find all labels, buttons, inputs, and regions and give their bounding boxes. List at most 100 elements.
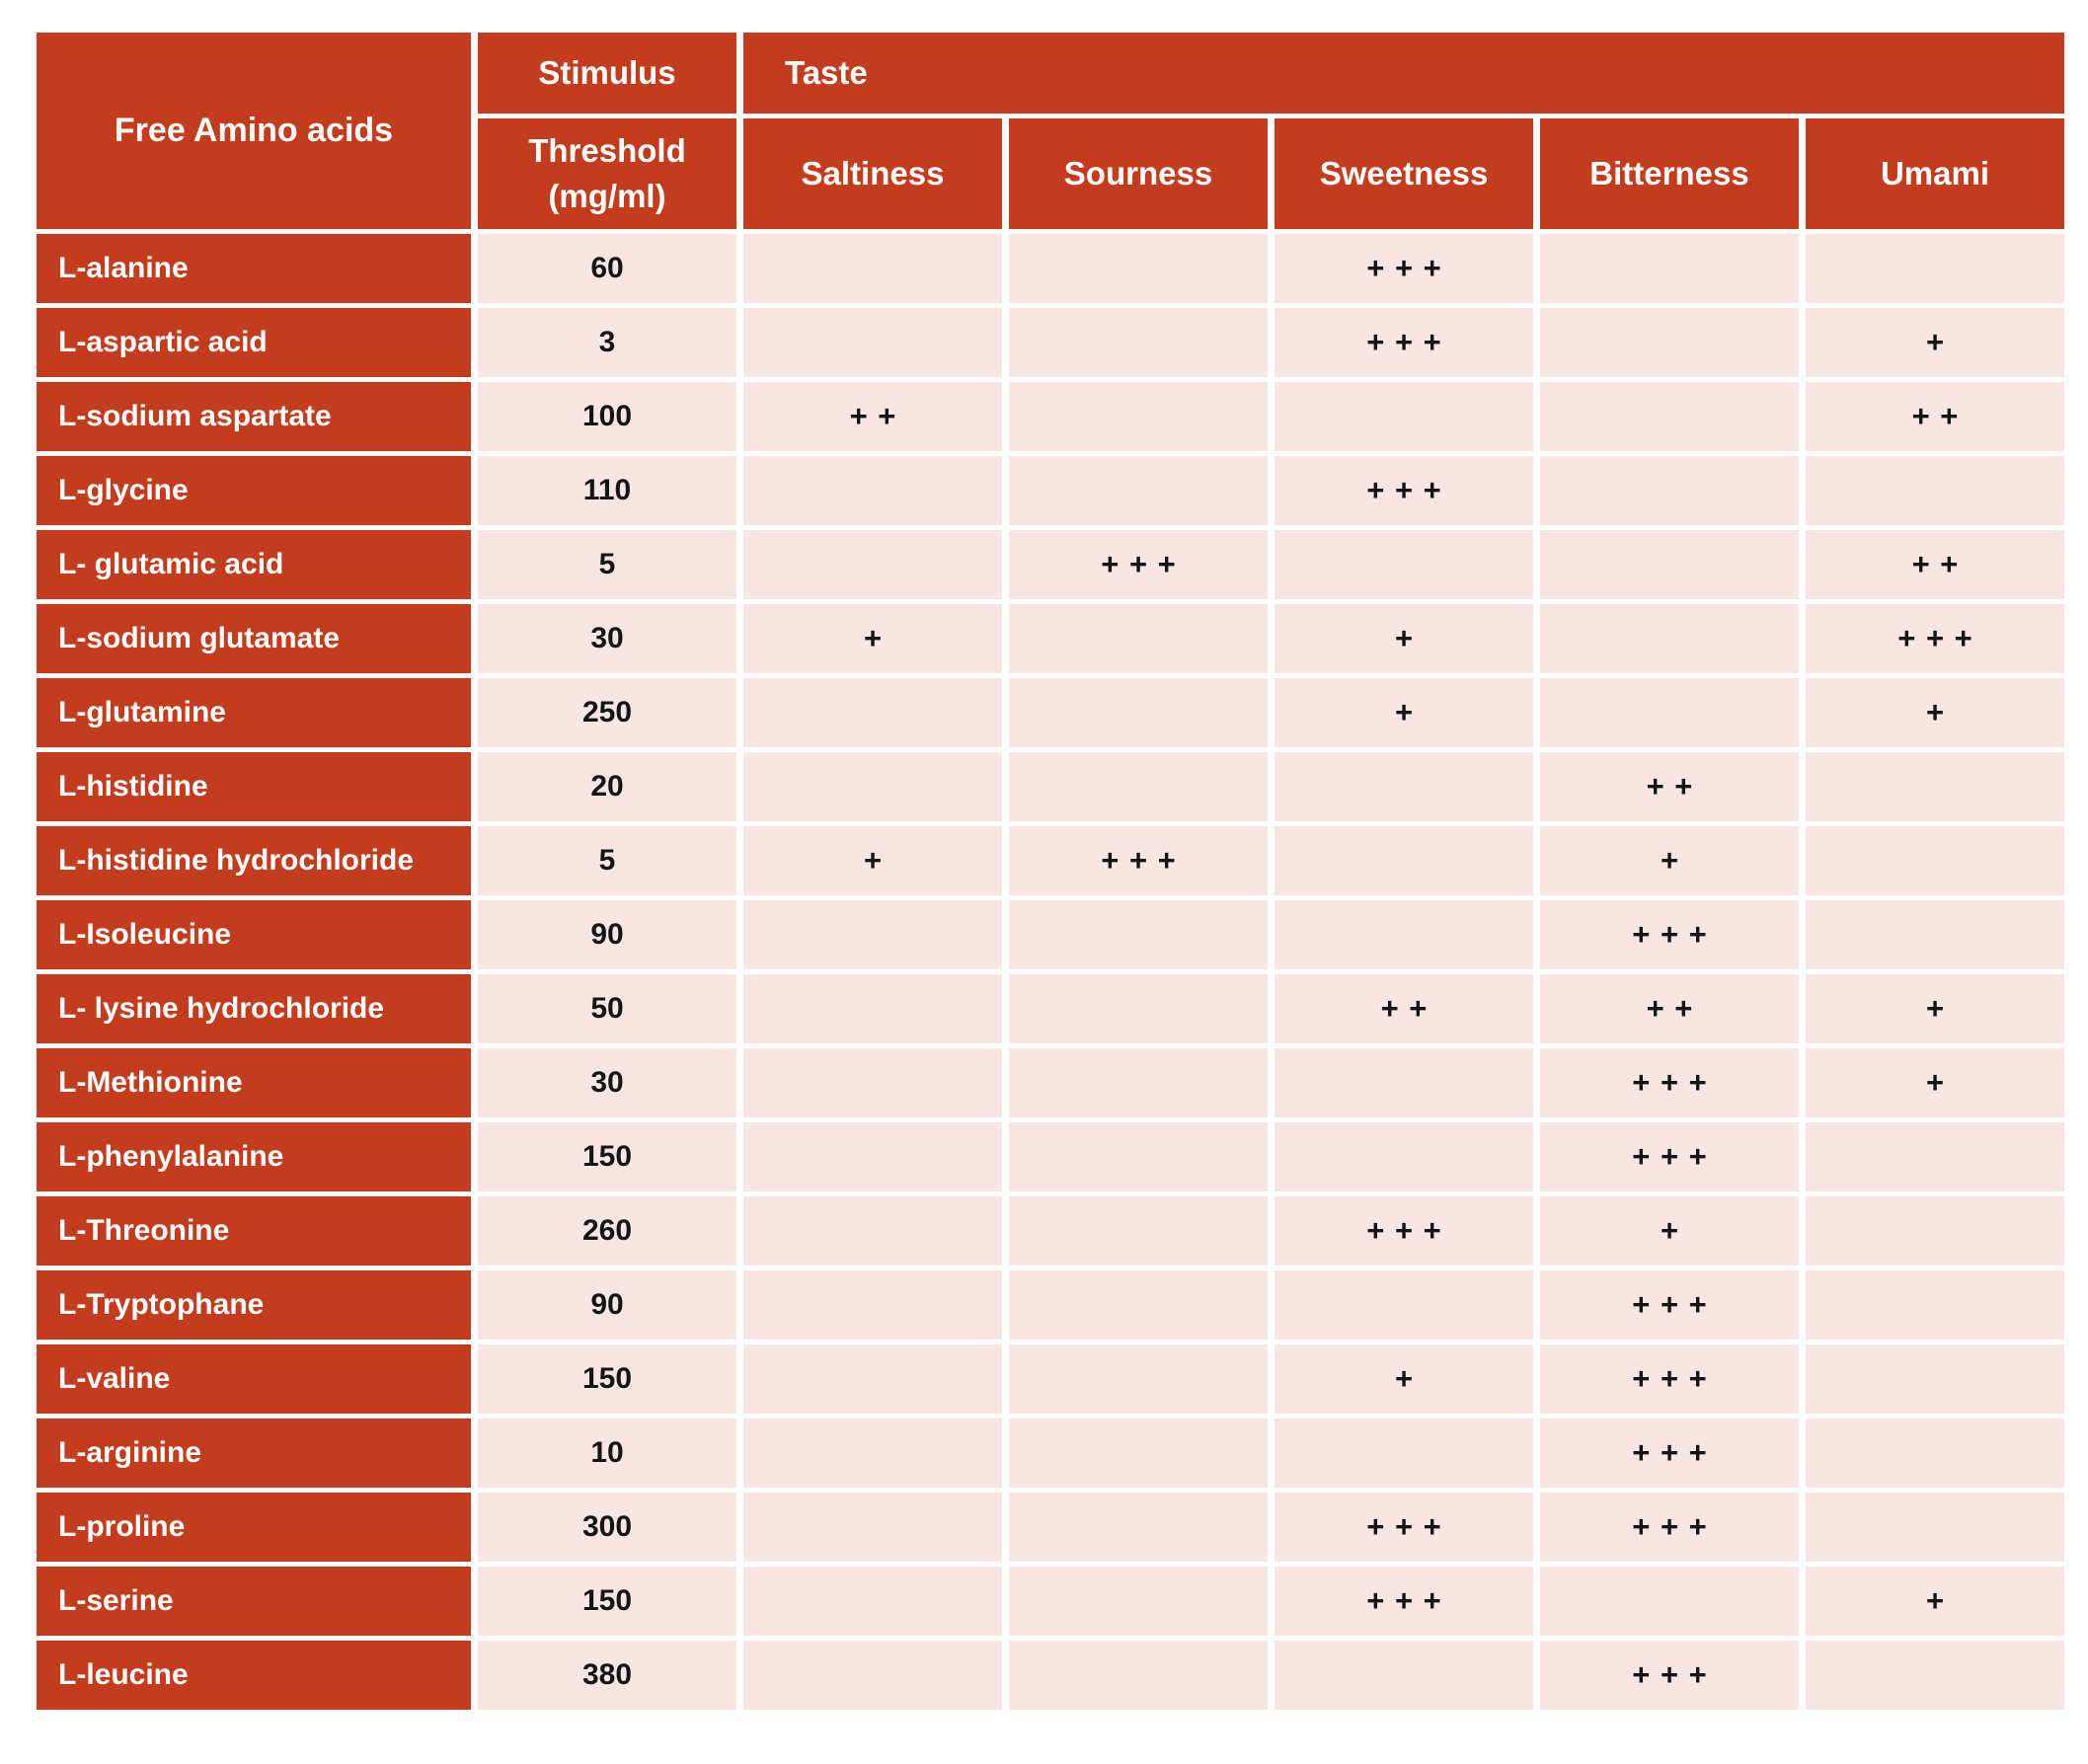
threshold-value: 20 — [478, 752, 736, 821]
saltiness-rating-cell: ++ — [743, 382, 1002, 451]
threshold-value: 150 — [478, 1567, 736, 1636]
table-row: L-alanine 60 +++ — [37, 234, 2064, 303]
umami-rating-cell: ++ — [1806, 382, 2064, 451]
bitterness-rating-cell: +++ — [1540, 1641, 1799, 1710]
saltiness-rating-cell — [743, 530, 1002, 599]
table-row: L-glycine 110 +++ — [37, 456, 2064, 525]
table-row: L-Threonine 260 +++ + — [37, 1196, 2064, 1265]
bitterness-rating-cell — [1540, 234, 1799, 303]
umami-rating-cell — [1806, 1122, 2064, 1191]
threshold-value: 30 — [478, 1048, 736, 1117]
table-row: L-histidine 20 ++ — [37, 752, 2064, 821]
bitterness-rating-cell: +++ — [1540, 900, 1799, 969]
amino-acid-name: L-sodium glutamate — [37, 604, 471, 673]
bitterness-rating-cell: +++ — [1540, 1493, 1799, 1562]
saltiness-rating-cell — [743, 974, 1002, 1043]
umami-rating-cell — [1806, 826, 2064, 895]
sweetness-rating-cell: +++ — [1275, 1493, 1533, 1562]
table-row: L-sodium glutamate 30 + + +++ — [37, 604, 2064, 673]
sourness-rating-cell — [1009, 308, 1268, 377]
saltiness-rating-cell — [743, 1270, 1002, 1340]
amino-acid-name: L-glycine — [37, 456, 471, 525]
sweetness-rating-cell: +++ — [1275, 308, 1533, 377]
sourness-rating-cell — [1009, 678, 1268, 747]
table-row: L-histidine hydrochloride 5 + +++ + — [37, 826, 2064, 895]
table-row: L- glutamic acid 5 +++ ++ — [37, 530, 2064, 599]
amino-acid-name: L-Methionine — [37, 1048, 471, 1117]
sweetness-rating-cell: +++ — [1275, 1567, 1533, 1636]
sourness-rating-cell — [1009, 456, 1268, 525]
header-sweetness: Sweetness — [1275, 118, 1533, 229]
threshold-value: 150 — [478, 1344, 736, 1414]
threshold-value: 260 — [478, 1196, 736, 1265]
header-stimulus: Stimulus — [478, 33, 736, 114]
header-threshold: Threshold (mg/ml) — [478, 118, 736, 229]
threshold-value: 30 — [478, 604, 736, 673]
table-body: L-alanine 60 +++ L-aspartic acid 3 +++ + L-sodi… — [37, 234, 2064, 1710]
threshold-value: 300 — [478, 1493, 736, 1562]
sweetness-rating-cell: +++ — [1275, 1196, 1533, 1265]
umami-rating-cell: + — [1806, 1048, 2064, 1117]
bitterness-rating-cell — [1540, 308, 1799, 377]
sourness-rating-cell — [1009, 1344, 1268, 1414]
sourness-rating-cell: +++ — [1009, 826, 1268, 895]
amino-acid-name: L-leucine — [37, 1641, 471, 1710]
threshold-value: 60 — [478, 234, 736, 303]
table-row: L-arginine 10 +++ — [37, 1419, 2064, 1488]
sourness-rating-cell — [1009, 1048, 1268, 1117]
amino-acid-name: L- glutamic acid — [37, 530, 471, 599]
sweetness-rating-cell — [1275, 1419, 1533, 1488]
umami-rating-cell: +++ — [1806, 604, 2064, 673]
amino-acid-name: L-aspartic acid — [37, 308, 471, 377]
table-row: L-aspartic acid 3 +++ + — [37, 308, 2064, 377]
umami-rating-cell — [1806, 1419, 2064, 1488]
amino-acid-name: L-valine — [37, 1344, 471, 1414]
header-saltiness: Saltiness — [743, 118, 1002, 229]
sourness-rating-cell — [1009, 1122, 1268, 1191]
amino-acid-taste-table: Free Amino acids Stimulus Taste Threshol… — [30, 28, 2071, 1715]
sourness-rating-cell — [1009, 1270, 1268, 1340]
sourness-rating-cell — [1009, 1419, 1268, 1488]
bitterness-rating-cell: +++ — [1540, 1048, 1799, 1117]
table-row: L-proline 300 +++ +++ — [37, 1493, 2064, 1562]
table-row: L-glutamine 250 + + — [37, 678, 2064, 747]
table-header: Free Amino acids Stimulus Taste Threshol… — [37, 33, 2064, 229]
saltiness-rating-cell — [743, 234, 1002, 303]
saltiness-rating-cell: + — [743, 604, 1002, 673]
umami-rating-cell — [1806, 456, 2064, 525]
table-row: L-serine 150 +++ + — [37, 1567, 2064, 1636]
amino-acid-name: L-histidine — [37, 752, 471, 821]
table-row: L-Isoleucine 90 +++ — [37, 900, 2064, 969]
saltiness-rating-cell — [743, 752, 1002, 821]
umami-rating-cell: + — [1806, 974, 2064, 1043]
sweetness-rating-cell — [1275, 752, 1533, 821]
threshold-value: 50 — [478, 974, 736, 1043]
bitterness-rating-cell: + — [1540, 826, 1799, 895]
header-threshold-line1: Threshold — [528, 131, 686, 169]
table-row: L- lysine hydrochloride 50 ++ ++ + — [37, 974, 2064, 1043]
saltiness-rating-cell — [743, 678, 1002, 747]
threshold-value: 100 — [478, 382, 736, 451]
threshold-value: 5 — [478, 826, 736, 895]
table-row: L-Methionine 30 +++ + — [37, 1048, 2064, 1117]
amino-acid-name: L-phenylalanine — [37, 1122, 471, 1191]
sourness-rating-cell — [1009, 1641, 1268, 1710]
bitterness-rating-cell — [1540, 678, 1799, 747]
threshold-value: 5 — [478, 530, 736, 599]
header-bitterness: Bitterness — [1540, 118, 1799, 229]
umami-rating-cell: + — [1806, 1567, 2064, 1636]
amino-acid-name: L-glutamine — [37, 678, 471, 747]
saltiness-rating-cell — [743, 308, 1002, 377]
header-free-amino-acids: Free Amino acids — [37, 33, 471, 229]
umami-rating-cell — [1806, 752, 2064, 821]
saltiness-rating-cell — [743, 1344, 1002, 1414]
sourness-rating-cell — [1009, 974, 1268, 1043]
table-row: L-Tryptophane 90 +++ — [37, 1270, 2064, 1340]
bitterness-rating-cell: +++ — [1540, 1419, 1799, 1488]
sourness-rating-cell — [1009, 382, 1268, 451]
header-threshold-unit: (mg/ml) — [548, 178, 666, 214]
header-taste-group: Taste — [743, 33, 2064, 114]
amino-acid-name: L- lysine hydrochloride — [37, 974, 471, 1043]
sweetness-rating-cell — [1275, 1122, 1533, 1191]
umami-rating-cell — [1806, 900, 2064, 969]
